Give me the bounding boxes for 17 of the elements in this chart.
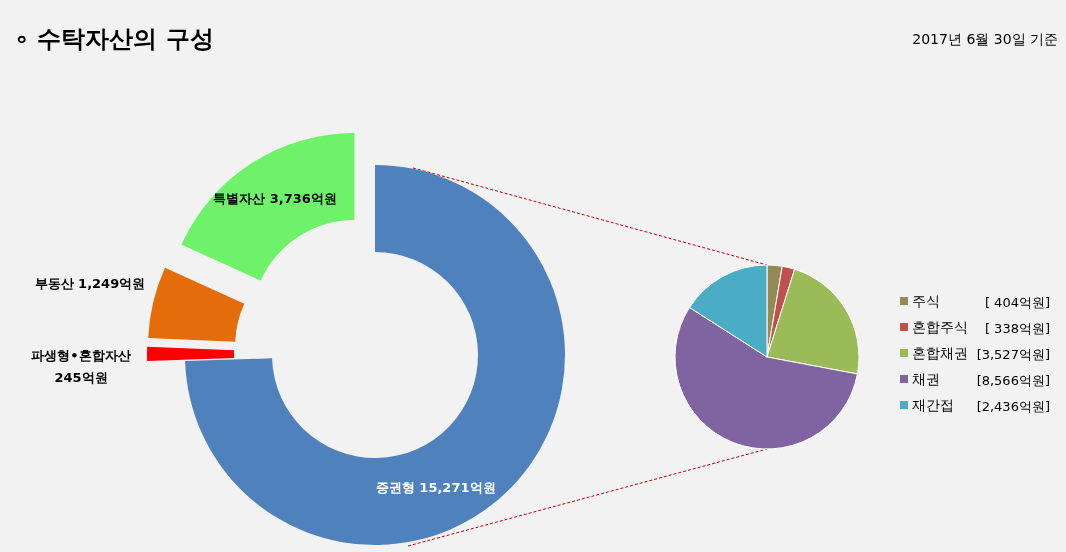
legend-label: 혼합채권: [912, 345, 968, 361]
legend-label: 주식: [912, 293, 940, 309]
data-label: 245억원: [54, 370, 108, 386]
slice-label: 부동산 1,249억원: [34, 275, 146, 291]
data-label: [8,566억원]: [976, 372, 1050, 388]
legend-label: 재간접: [912, 397, 954, 413]
slice-label: 파생형•혼합자산: [31, 348, 131, 364]
slice-label: 특별자산 3,736억원: [213, 191, 337, 207]
legend-label: 채권: [912, 371, 940, 387]
chart-title: ∘ 수탁자산의 구성: [14, 25, 214, 53]
data-label: [3,527억원]: [976, 346, 1050, 362]
data-label: [2,436억원]: [976, 398, 1050, 414]
text: 2017년 6월 30일 기준: [912, 31, 1058, 47]
slice-label: 증권형 15,271억원: [375, 479, 496, 495]
legend-label: 혼합주식: [912, 319, 968, 335]
data-label: [ 338억원]: [984, 320, 1050, 336]
data-label: [ 404억원]: [984, 294, 1050, 310]
